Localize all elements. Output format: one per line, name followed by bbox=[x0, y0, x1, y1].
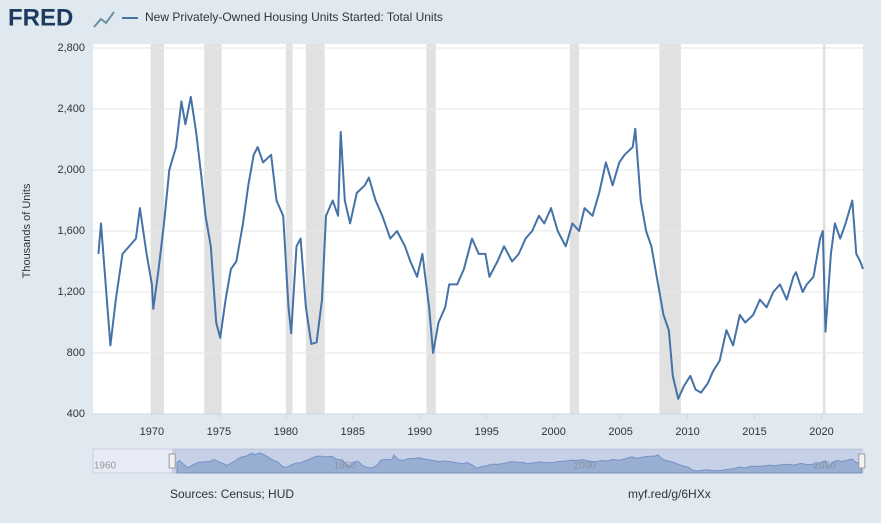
x-tick-label: 2020 bbox=[809, 426, 833, 438]
recession-band bbox=[204, 44, 222, 414]
y-tick-label: 2,400 bbox=[57, 103, 85, 115]
y-tick-label: 400 bbox=[67, 408, 85, 420]
navigator-handle[interactable] bbox=[858, 453, 866, 469]
x-tick-label: 1975 bbox=[207, 426, 231, 438]
x-tick-label: 1995 bbox=[474, 426, 498, 438]
recession-band bbox=[150, 44, 164, 414]
x-tick-label: 2000 bbox=[541, 426, 565, 438]
recession-band bbox=[305, 44, 325, 414]
logo[interactable]: FRED bbox=[8, 4, 73, 31]
navigator-tick-label: 2020 bbox=[813, 461, 836, 472]
legend-label: New Privately-Owned Housing Units Starte… bbox=[145, 10, 443, 24]
y-tick-label: 2,000 bbox=[57, 164, 85, 176]
x-tick-label: 1980 bbox=[274, 426, 298, 438]
y-axis-label: Thousands of Units bbox=[21, 183, 33, 278]
navigator-tick-label: 1960 bbox=[94, 461, 117, 472]
x-tick-label: 1970 bbox=[140, 426, 164, 438]
navigator-tick-label: 1980 bbox=[334, 461, 357, 472]
x-tick-label: 2010 bbox=[675, 426, 699, 438]
y-tick-label: 800 bbox=[67, 347, 85, 359]
recession-band bbox=[426, 44, 436, 414]
x-tick-label: 2005 bbox=[608, 426, 632, 438]
x-tick-label: 1985 bbox=[341, 426, 365, 438]
navigator-mask bbox=[172, 449, 862, 473]
navigator-tick-label: 2000 bbox=[574, 461, 597, 472]
y-tick-label: 2,800 bbox=[57, 42, 85, 54]
x-tick-label: 2015 bbox=[742, 426, 766, 438]
source: Sources: Census; HUD bbox=[170, 487, 294, 501]
navigator-handle[interactable] bbox=[168, 453, 176, 469]
y-tick-label: 1,600 bbox=[57, 225, 85, 237]
navigator-series bbox=[176, 452, 863, 474]
y-tick-label: 1,200 bbox=[57, 286, 85, 298]
series-line bbox=[97, 95, 864, 400]
recession-band bbox=[569, 44, 580, 414]
x-tick-label: 1990 bbox=[408, 426, 432, 438]
recession-band bbox=[822, 44, 826, 414]
recession-band bbox=[285, 44, 293, 414]
logo-icon bbox=[93, 11, 115, 28]
recession-band bbox=[659, 44, 681, 414]
link[interactable]: myf.red/g/6HXx bbox=[628, 487, 711, 501]
